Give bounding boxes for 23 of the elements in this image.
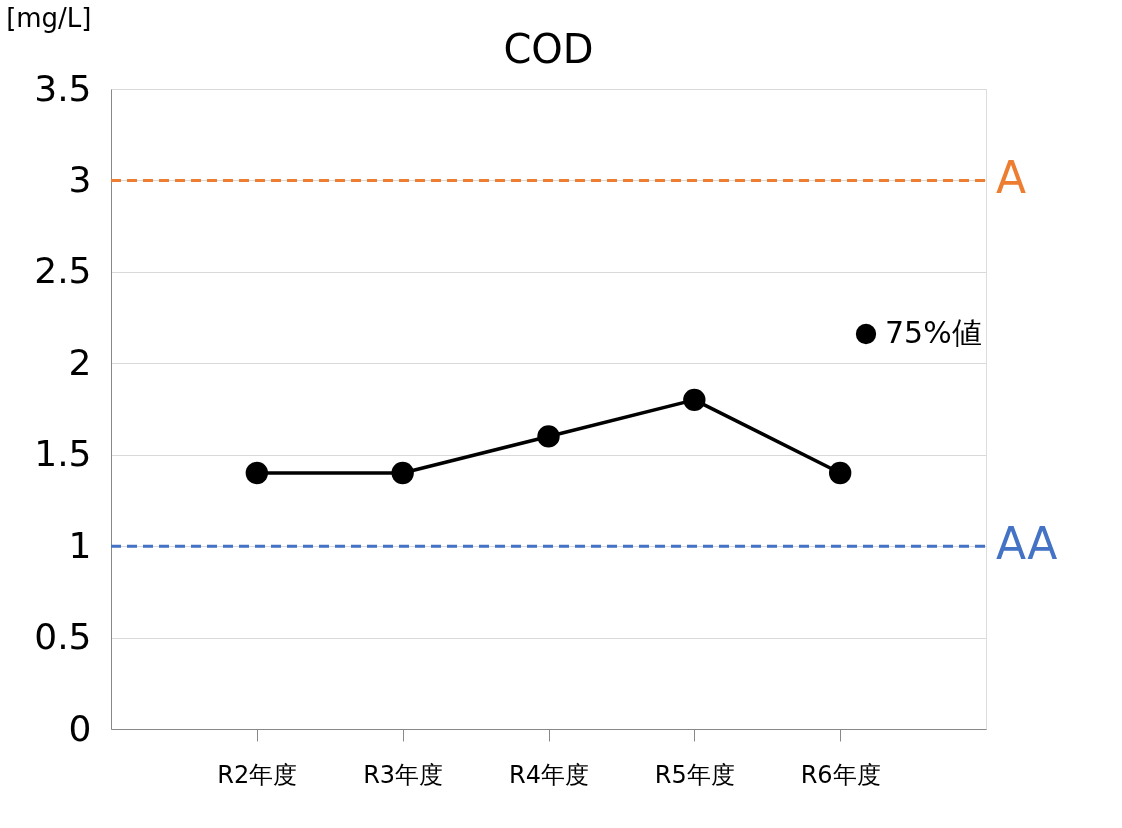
point	[391, 461, 414, 485]
point	[683, 388, 706, 412]
y-tick-label: 2.5	[34, 250, 92, 292]
x-tick-label: R4年度	[509, 760, 589, 789]
y-tick-label: 0	[68, 707, 92, 749]
ref-line-label: A	[996, 152, 1027, 204]
y-tick-label: 2	[68, 341, 92, 383]
ref-line-label: AA	[996, 518, 1058, 570]
y-axis-title: [mg/L]	[6, 2, 92, 33]
chart-title: COD	[503, 26, 594, 72]
x-tick-label: R6年度	[800, 760, 881, 789]
x-tick-label: R2年度	[217, 760, 298, 789]
point	[828, 461, 852, 485]
y-tick-label: 1.5	[34, 433, 92, 475]
y-tick-label: 1	[68, 524, 92, 566]
point	[537, 425, 560, 448]
y-tick-label: 3.5	[34, 67, 92, 109]
y-tick-label: 0.5	[34, 616, 92, 658]
legend-label: 75%値	[885, 315, 982, 350]
y-tick-label: 3	[68, 158, 92, 200]
point	[245, 461, 269, 485]
x-tick-label: R5年度	[654, 760, 735, 789]
x-tick-label: R3年度	[363, 760, 444, 789]
